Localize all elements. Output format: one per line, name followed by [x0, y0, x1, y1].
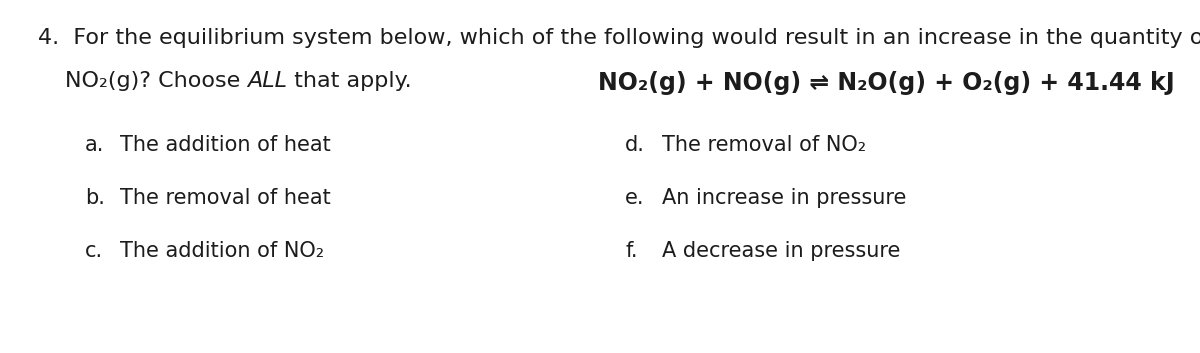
Text: d.: d.	[625, 135, 644, 155]
Text: that apply.: that apply.	[287, 71, 412, 91]
Text: ALL: ALL	[247, 71, 287, 91]
Text: NO₂(g) + NO(g) ⇌ N₂O(g) + O₂(g) + 41.44 kJ: NO₂(g) + NO(g) ⇌ N₂O(g) + O₂(g) + 41.44 …	[599, 71, 1175, 95]
Text: 4.  For the equilibrium system below, which of the following would result in an : 4. For the equilibrium system below, whi…	[38, 28, 1200, 48]
Text: A decrease in pressure: A decrease in pressure	[662, 241, 900, 261]
Text: f.: f.	[625, 241, 637, 261]
Text: The removal of NO₂: The removal of NO₂	[662, 135, 866, 155]
Text: NO₂(g)? Choose: NO₂(g)? Choose	[65, 71, 247, 91]
Text: e.: e.	[625, 188, 644, 208]
Text: c.: c.	[85, 241, 103, 261]
Text: An increase in pressure: An increase in pressure	[662, 188, 906, 208]
Text: The removal of heat: The removal of heat	[120, 188, 331, 208]
Text: The addition of NO₂: The addition of NO₂	[120, 241, 324, 261]
Text: a.: a.	[85, 135, 104, 155]
Text: b.: b.	[85, 188, 104, 208]
Text: The addition of heat: The addition of heat	[120, 135, 331, 155]
